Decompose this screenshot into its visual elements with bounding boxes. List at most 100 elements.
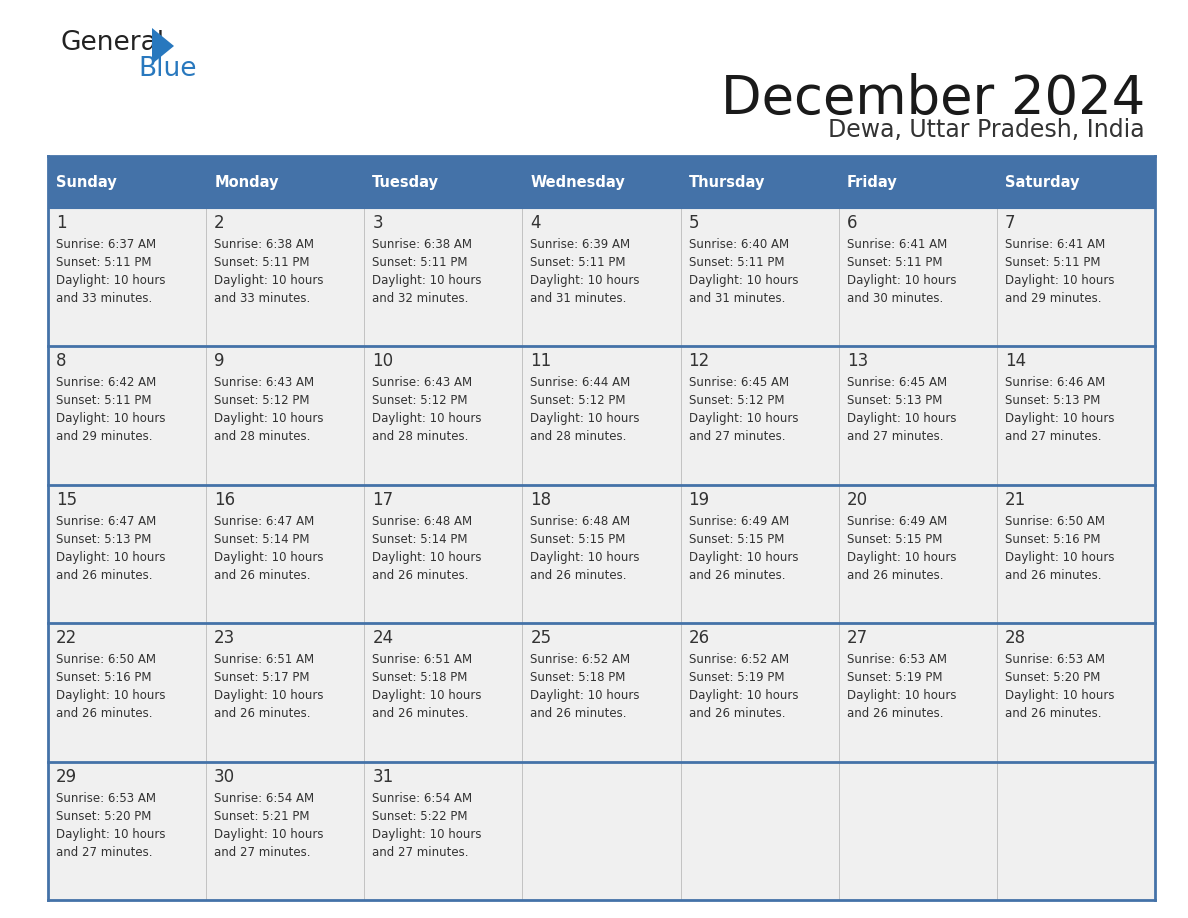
Text: Sunrise: 6:50 AM: Sunrise: 6:50 AM — [1005, 515, 1105, 528]
Text: Sunrise: 6:52 AM: Sunrise: 6:52 AM — [530, 654, 631, 666]
Text: Dewa, Uttar Pradesh, India: Dewa, Uttar Pradesh, India — [828, 118, 1145, 142]
Text: Daylight: 10 hours: Daylight: 10 hours — [214, 274, 323, 287]
Text: and 27 minutes.: and 27 minutes. — [1005, 431, 1101, 443]
Text: Daylight: 10 hours: Daylight: 10 hours — [847, 689, 956, 702]
Text: 2: 2 — [214, 214, 225, 232]
Text: and 33 minutes.: and 33 minutes. — [214, 292, 310, 305]
Text: and 28 minutes.: and 28 minutes. — [530, 431, 627, 443]
Bar — [207, 208, 365, 346]
Text: 14: 14 — [1005, 353, 1026, 370]
Text: Sunrise: 6:50 AM: Sunrise: 6:50 AM — [56, 654, 156, 666]
Text: Sunset: 5:20 PM: Sunset: 5:20 PM — [1005, 671, 1100, 684]
Text: Monday: Monday — [214, 174, 279, 189]
Text: Sunrise: 6:48 AM: Sunrise: 6:48 AM — [530, 515, 631, 528]
Text: Sunrise: 6:44 AM: Sunrise: 6:44 AM — [530, 376, 631, 389]
Bar — [839, 208, 997, 346]
Text: and 26 minutes.: and 26 minutes. — [56, 569, 152, 582]
Text: December 2024: December 2024 — [721, 73, 1145, 125]
Text: Friday: Friday — [847, 174, 897, 189]
Bar — [997, 346, 1155, 485]
Text: Sunset: 5:11 PM: Sunset: 5:11 PM — [530, 256, 626, 269]
Text: Sunrise: 6:38 AM: Sunrise: 6:38 AM — [214, 238, 314, 251]
Text: Sunrise: 6:40 AM: Sunrise: 6:40 AM — [689, 238, 789, 251]
Bar — [207, 485, 365, 623]
Text: Sunset: 5:16 PM: Sunset: 5:16 PM — [56, 671, 152, 684]
Text: and 26 minutes.: and 26 minutes. — [1005, 707, 1101, 721]
Bar — [523, 156, 681, 208]
Text: 16: 16 — [214, 491, 235, 509]
Text: Daylight: 10 hours: Daylight: 10 hours — [530, 551, 640, 564]
Text: Daylight: 10 hours: Daylight: 10 hours — [372, 689, 482, 702]
Text: 27: 27 — [847, 629, 868, 647]
Text: Sunset: 5:11 PM: Sunset: 5:11 PM — [1005, 256, 1100, 269]
Bar — [681, 156, 839, 208]
Text: Sunset: 5:12 PM: Sunset: 5:12 PM — [372, 395, 468, 408]
Text: Sunrise: 6:41 AM: Sunrise: 6:41 AM — [1005, 238, 1105, 251]
Text: and 27 minutes.: and 27 minutes. — [214, 845, 310, 858]
Text: 1: 1 — [56, 214, 67, 232]
Text: 9: 9 — [214, 353, 225, 370]
Text: Daylight: 10 hours: Daylight: 10 hours — [56, 828, 165, 841]
Text: Sunrise: 6:53 AM: Sunrise: 6:53 AM — [1005, 654, 1105, 666]
Bar — [997, 623, 1155, 762]
Text: Sunset: 5:12 PM: Sunset: 5:12 PM — [689, 395, 784, 408]
Text: Sunset: 5:18 PM: Sunset: 5:18 PM — [372, 671, 468, 684]
Text: Daylight: 10 hours: Daylight: 10 hours — [847, 274, 956, 287]
Text: Daylight: 10 hours: Daylight: 10 hours — [689, 274, 798, 287]
Text: and 26 minutes.: and 26 minutes. — [530, 569, 627, 582]
Bar — [681, 762, 839, 900]
Text: and 27 minutes.: and 27 minutes. — [689, 431, 785, 443]
Text: 30: 30 — [214, 767, 235, 786]
Bar — [997, 156, 1155, 208]
Text: Daylight: 10 hours: Daylight: 10 hours — [689, 551, 798, 564]
Text: 18: 18 — [530, 491, 551, 509]
Text: and 26 minutes.: and 26 minutes. — [689, 569, 785, 582]
Bar — [365, 156, 523, 208]
Text: Sunrise: 6:38 AM: Sunrise: 6:38 AM — [372, 238, 473, 251]
Text: Daylight: 10 hours: Daylight: 10 hours — [214, 828, 323, 841]
Bar — [365, 485, 523, 623]
Text: Daylight: 10 hours: Daylight: 10 hours — [847, 551, 956, 564]
Text: Sunrise: 6:41 AM: Sunrise: 6:41 AM — [847, 238, 947, 251]
Text: Sunrise: 6:54 AM: Sunrise: 6:54 AM — [214, 791, 315, 804]
Text: Sunday: Sunday — [56, 174, 116, 189]
Text: and 27 minutes.: and 27 minutes. — [56, 845, 152, 858]
Text: 31: 31 — [372, 767, 393, 786]
Bar — [681, 346, 839, 485]
Bar — [365, 208, 523, 346]
Text: Sunset: 5:16 PM: Sunset: 5:16 PM — [1005, 532, 1100, 546]
Text: Daylight: 10 hours: Daylight: 10 hours — [56, 551, 165, 564]
Text: Daylight: 10 hours: Daylight: 10 hours — [847, 412, 956, 425]
Text: and 26 minutes.: and 26 minutes. — [689, 707, 785, 721]
Text: General: General — [61, 30, 164, 56]
Text: Sunset: 5:19 PM: Sunset: 5:19 PM — [847, 671, 942, 684]
Text: 13: 13 — [847, 353, 868, 370]
Text: Sunset: 5:20 PM: Sunset: 5:20 PM — [56, 810, 151, 823]
Text: 15: 15 — [56, 491, 77, 509]
Text: Sunrise: 6:49 AM: Sunrise: 6:49 AM — [689, 515, 789, 528]
Bar — [48, 346, 207, 485]
Bar — [207, 346, 365, 485]
Bar — [997, 208, 1155, 346]
Text: and 26 minutes.: and 26 minutes. — [1005, 569, 1101, 582]
Text: 17: 17 — [372, 491, 393, 509]
Bar — [48, 156, 207, 208]
Text: Blue: Blue — [138, 56, 196, 82]
Text: 24: 24 — [372, 629, 393, 647]
Text: Sunset: 5:13 PM: Sunset: 5:13 PM — [1005, 395, 1100, 408]
Text: and 31 minutes.: and 31 minutes. — [530, 292, 627, 305]
Text: 8: 8 — [56, 353, 67, 370]
Bar — [365, 623, 523, 762]
Text: Sunrise: 6:48 AM: Sunrise: 6:48 AM — [372, 515, 473, 528]
Bar — [839, 623, 997, 762]
Bar — [207, 762, 365, 900]
Bar — [523, 346, 681, 485]
Bar — [365, 346, 523, 485]
Bar — [839, 346, 997, 485]
Text: Daylight: 10 hours: Daylight: 10 hours — [530, 274, 640, 287]
Text: Sunrise: 6:39 AM: Sunrise: 6:39 AM — [530, 238, 631, 251]
Text: and 26 minutes.: and 26 minutes. — [56, 707, 152, 721]
Text: and 26 minutes.: and 26 minutes. — [372, 707, 469, 721]
Text: Sunrise: 6:52 AM: Sunrise: 6:52 AM — [689, 654, 789, 666]
Text: Sunset: 5:13 PM: Sunset: 5:13 PM — [847, 395, 942, 408]
